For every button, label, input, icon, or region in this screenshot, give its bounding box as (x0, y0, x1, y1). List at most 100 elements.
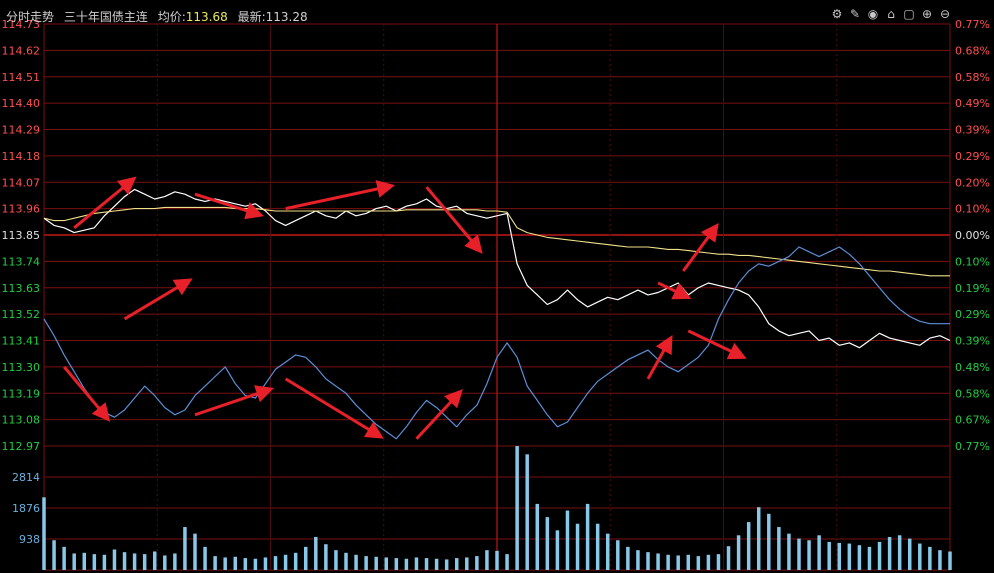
volume-bar (273, 556, 278, 570)
volume-bar (948, 551, 952, 570)
price-tick-label: 114.18 (2, 150, 41, 163)
avg-label-text: 均价: (157, 10, 186, 24)
eye-icon[interactable]: ◉ (867, 7, 879, 21)
volume-bar (515, 446, 519, 570)
trend-arrow (73, 176, 137, 229)
price-tick-label: 113.52 (2, 308, 41, 321)
volume-bar (344, 552, 348, 570)
volume-bar (42, 497, 46, 570)
volume-bar (817, 535, 821, 570)
last-label: 最新:113.28 (238, 10, 308, 24)
volume-bar (454, 558, 459, 570)
volume-bar (183, 527, 187, 570)
zoom-out-icon[interactable]: ⊖ (939, 7, 951, 21)
volume-bar (726, 546, 731, 570)
volume-bar (374, 556, 378, 570)
volume-bar (626, 546, 630, 570)
percent-tick-label: 0.20% (955, 176, 990, 189)
percent-tick-label: 0.48% (955, 361, 990, 374)
volume-bar (444, 559, 449, 570)
volume-tick-label: 2814 (12, 471, 40, 484)
volume-bars (42, 446, 952, 570)
volume-bar (706, 554, 711, 570)
instrument-name: 三十年国债主连 (63, 10, 148, 24)
price-tick-label: 113.30 (2, 361, 41, 374)
volume-bar (787, 533, 791, 570)
tab-label[interactable]: 分时走势 (6, 10, 55, 24)
avg-label: 均价:113.68 (158, 10, 228, 24)
avg-value: 113.68 (185, 10, 228, 24)
percent-tick-label: 0.00% (955, 229, 990, 242)
price-tick-label: 113.41 (2, 335, 41, 348)
percent-tick-label: 0.10% (955, 203, 990, 216)
volume-bar (495, 550, 499, 570)
volume-bar (887, 536, 892, 570)
trend-arrow (123, 278, 193, 321)
volume-bar (303, 546, 308, 570)
price-series (43, 188, 951, 440)
price-line (43, 188, 951, 349)
percent-tick-label: 0.10% (955, 255, 990, 268)
price-tick-label: 113.96 (2, 203, 41, 216)
basket-icon[interactable]: ⌂ (887, 7, 895, 21)
zoom-in-icon[interactable]: ⊕ (921, 7, 933, 21)
volume-bar (797, 538, 801, 570)
trend-arrow (194, 192, 264, 220)
price-tick-label: 113.08 (2, 414, 41, 427)
volume-bar (928, 546, 932, 570)
trend-arrow (415, 389, 463, 440)
volume-bar (334, 550, 338, 570)
percent-tick-label: 0.29% (955, 150, 990, 163)
volume-bar (223, 557, 227, 570)
volume-bar (404, 558, 409, 570)
volume-tick-label: 938 (19, 533, 40, 546)
volume-bar (918, 543, 922, 570)
percent-tick-label: 0.49% (955, 97, 990, 110)
lock-icon[interactable]: ▢ (903, 7, 915, 21)
volume-bar (62, 546, 66, 570)
last-value: 113.28 (265, 10, 308, 24)
volume-bar (867, 546, 872, 570)
percent-tick-label: 0.58% (955, 387, 990, 400)
volume-bar (736, 535, 741, 570)
volume-bar (314, 536, 318, 570)
volume-bar (293, 552, 298, 570)
trend-arrow (285, 180, 396, 211)
volume-bar (716, 554, 721, 570)
trend-arrow (194, 385, 274, 417)
volume-bar (384, 557, 389, 570)
volume-bar (847, 543, 852, 570)
volume-bar (465, 557, 469, 570)
percent-tick-label: 0.39% (955, 335, 990, 348)
price-tick-label: 113.85 (2, 229, 41, 242)
volume-bar (565, 510, 570, 570)
percent-tick-label: 0.19% (955, 282, 990, 295)
volume-bar (636, 550, 640, 570)
trend-arrow (62, 365, 111, 422)
volume-bar (485, 550, 489, 570)
volume-bar (253, 558, 258, 570)
volume-bar (616, 540, 620, 570)
volume-bar (646, 552, 650, 570)
volume-bar (364, 556, 368, 570)
volume-bar (283, 554, 288, 570)
volume-bar (263, 557, 268, 570)
price-tick-label: 112.97 (2, 440, 41, 453)
volume-bar (213, 556, 217, 570)
gear-icon[interactable]: ⚙ (831, 7, 843, 21)
pen-icon[interactable]: ✎ (849, 7, 861, 21)
percent-tick-label: 0.68% (955, 44, 990, 57)
volume-bar (424, 558, 429, 570)
percent-tick-label: 0.67% (955, 414, 990, 427)
volume-bar (414, 557, 419, 570)
trend-arrow (425, 186, 483, 254)
volume-bar (837, 542, 842, 570)
volume-bar (545, 517, 550, 570)
average-price-line (43, 206, 950, 277)
percent-tick-label: 0.39% (955, 124, 990, 137)
volume-bar (897, 535, 902, 570)
volume-bar (575, 523, 580, 570)
price-tick-label: 113.19 (2, 387, 41, 400)
chart-header: 分时走势 三十年国债主连 均价:113.68 最新:113.28 (6, 8, 314, 24)
